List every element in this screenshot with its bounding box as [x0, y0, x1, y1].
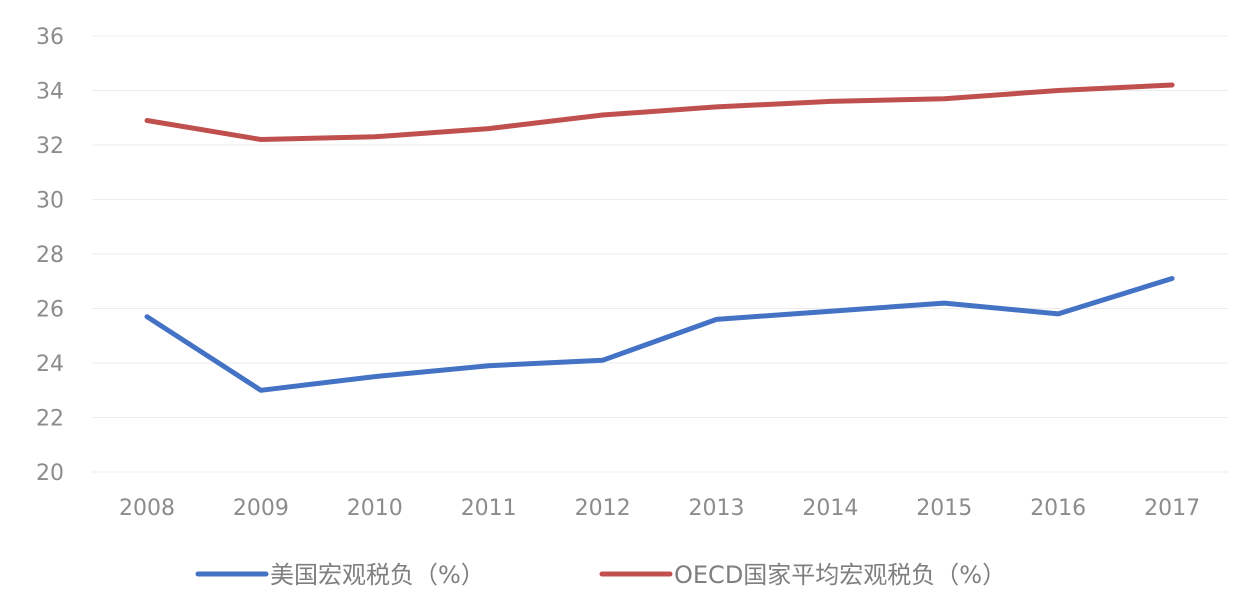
legend-label-1: 美国宏观税负（%）	[270, 561, 485, 589]
x-tick-label: 2012	[575, 496, 631, 521]
series-line-2	[147, 85, 1172, 140]
y-axis-tick-labels: 20 22 24 26 28 30 32 34 36	[36, 25, 64, 486]
x-tick-label: 2011	[461, 496, 517, 521]
y-tick-label: 36	[36, 25, 64, 50]
x-axis-tick-labels: 2008 2009 2010 2011 2012 2013 2014 2015 2016 2017	[119, 496, 1200, 521]
x-tick-label: 2015	[916, 496, 972, 521]
x-tick-label: 2009	[233, 496, 289, 521]
x-tick-label: 2010	[347, 496, 403, 521]
y-tick-label: 28	[36, 243, 64, 268]
legend: 美国宏观税负（%） OECD国家平均宏观税负（%）	[198, 561, 1006, 589]
gridlines	[92, 36, 1228, 472]
x-tick-label: 2014	[802, 496, 858, 521]
x-tick-label: 2013	[689, 496, 745, 521]
x-tick-label: 2016	[1030, 496, 1086, 521]
y-tick-label: 32	[36, 134, 64, 159]
series-lines	[147, 85, 1172, 390]
x-tick-label: 2017	[1144, 496, 1200, 521]
y-tick-label: 34	[36, 80, 64, 105]
series-line-1	[147, 279, 1172, 391]
y-tick-label: 30	[36, 189, 64, 214]
y-tick-label: 26	[36, 298, 64, 323]
x-tick-label: 2008	[119, 496, 175, 521]
y-tick-label: 20	[36, 461, 64, 486]
legend-label-2: OECD国家平均宏观税负（%）	[674, 561, 1006, 589]
y-tick-label: 22	[36, 407, 64, 432]
y-tick-label: 24	[36, 352, 64, 377]
